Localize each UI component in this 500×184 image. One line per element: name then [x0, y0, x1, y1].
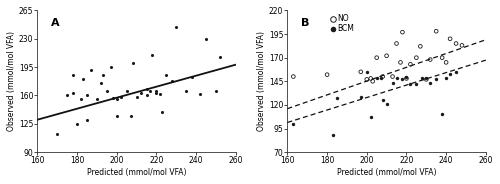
- X-axis label: Predicted (mmol/mol VFA): Predicted (mmol/mol VFA): [87, 168, 186, 177]
- Point: [388, 82, 396, 85]
- Point: [378, 99, 386, 102]
- Point: [69, 92, 77, 95]
- Point: [142, 88, 150, 91]
- Text: A: A: [52, 17, 60, 28]
- Point: [402, 77, 410, 80]
- Point: [128, 62, 136, 65]
- Point: [79, 78, 87, 81]
- Point: [446, 72, 454, 75]
- Point: [290, 122, 298, 125]
- Point: [442, 61, 450, 64]
- Point: [438, 56, 446, 59]
- Point: [122, 90, 130, 93]
- Point: [372, 56, 380, 59]
- Point: [398, 31, 406, 34]
- Point: [396, 61, 404, 64]
- Legend: NO, BCM: NO, BCM: [331, 14, 354, 33]
- Point: [126, 114, 134, 117]
- Point: [366, 116, 374, 119]
- Point: [168, 79, 176, 82]
- Point: [368, 80, 376, 83]
- Point: [97, 82, 105, 85]
- Point: [83, 118, 91, 121]
- Point: [432, 30, 440, 33]
- Y-axis label: Observed (mmol/mol VFA): Observed (mmol/mol VFA): [7, 31, 16, 131]
- Point: [116, 96, 124, 99]
- Point: [422, 78, 430, 81]
- Point: [216, 56, 224, 59]
- Point: [382, 102, 390, 105]
- Point: [363, 78, 371, 81]
- Point: [152, 90, 160, 93]
- Point: [73, 122, 81, 125]
- Point: [446, 37, 454, 40]
- Point: [196, 92, 204, 95]
- Point: [109, 96, 117, 99]
- Point: [162, 74, 170, 77]
- Point: [398, 78, 406, 81]
- Point: [93, 98, 101, 101]
- Point: [156, 92, 164, 95]
- Point: [172, 25, 180, 28]
- Point: [426, 82, 434, 85]
- Point: [69, 74, 77, 77]
- Point: [53, 133, 61, 136]
- Point: [83, 94, 91, 97]
- Point: [142, 94, 150, 97]
- Point: [212, 90, 220, 93]
- Point: [392, 77, 400, 80]
- Point: [103, 90, 111, 93]
- Point: [158, 110, 166, 113]
- Point: [290, 75, 298, 78]
- Point: [77, 98, 85, 101]
- Point: [422, 77, 430, 80]
- Point: [402, 75, 410, 78]
- Point: [418, 77, 426, 80]
- Point: [136, 92, 144, 95]
- Point: [357, 96, 365, 99]
- Point: [376, 77, 384, 80]
- Point: [412, 83, 420, 86]
- Point: [392, 42, 400, 45]
- Point: [382, 54, 390, 57]
- Point: [333, 97, 341, 100]
- Point: [438, 113, 446, 116]
- Point: [416, 45, 424, 48]
- Point: [452, 70, 460, 73]
- Point: [412, 56, 420, 59]
- Point: [378, 75, 386, 78]
- Y-axis label: Observed (mmol/mol VFA): Observed (mmol/mol VFA): [257, 31, 266, 131]
- Point: [406, 83, 414, 86]
- Point: [146, 90, 154, 93]
- Point: [323, 73, 331, 76]
- Point: [406, 63, 414, 66]
- X-axis label: Predicted (mmol/mol VFA): Predicted (mmol/mol VFA): [337, 168, 436, 177]
- Point: [188, 75, 196, 78]
- Point: [132, 96, 140, 99]
- Point: [148, 54, 156, 56]
- Point: [442, 77, 450, 80]
- Point: [458, 44, 466, 47]
- Point: [357, 70, 365, 73]
- Point: [372, 77, 380, 80]
- Point: [107, 66, 115, 69]
- Text: B: B: [302, 17, 310, 28]
- Point: [363, 70, 371, 73]
- Point: [152, 92, 160, 95]
- Point: [182, 90, 190, 93]
- Point: [366, 77, 374, 80]
- Point: [426, 58, 434, 61]
- Point: [63, 94, 71, 97]
- Point: [452, 42, 460, 45]
- Point: [388, 75, 396, 78]
- Point: [113, 114, 121, 117]
- Point: [432, 78, 440, 81]
- Point: [87, 68, 95, 71]
- Point: [329, 134, 337, 137]
- Point: [202, 37, 210, 40]
- Point: [99, 74, 107, 77]
- Point: [113, 98, 121, 101]
